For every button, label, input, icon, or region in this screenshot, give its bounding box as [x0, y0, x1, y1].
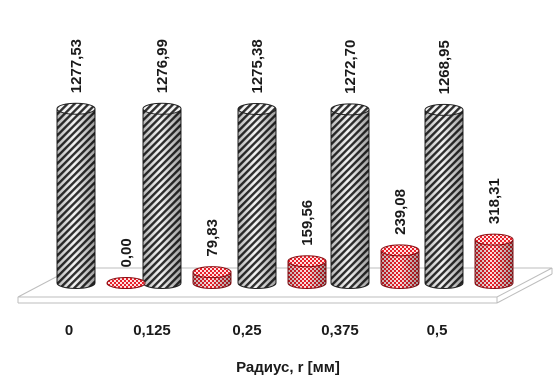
chart-floor: [17, 267, 553, 304]
data-label: 239,08: [392, 189, 409, 235]
bar: [56, 102, 96, 289]
data-label: 318,31: [486, 178, 503, 224]
bar: [424, 103, 464, 289]
bar: [106, 277, 146, 289]
bar: [330, 103, 370, 289]
bar: [380, 244, 420, 289]
data-label: 159,56: [299, 200, 316, 246]
x-tick-label: 0,375: [321, 322, 359, 339]
bar: [192, 266, 232, 289]
bar: [287, 255, 327, 289]
data-label: 1272,70: [342, 40, 359, 94]
bar: [237, 103, 277, 289]
bar: [142, 102, 182, 289]
x-tick-label: 0,25: [232, 322, 261, 339]
data-label: 1276,99: [154, 39, 171, 93]
data-label: 1277,53: [68, 39, 85, 93]
data-label: 1275,38: [249, 39, 266, 93]
x-tick-label: 0,125: [133, 322, 171, 339]
data-label: 0,00: [118, 238, 135, 267]
data-label: 79,83: [204, 219, 221, 257]
data-label: 1268,95: [436, 40, 453, 94]
x-axis-label: Радиус, r [мм]: [236, 359, 340, 376]
x-tick-label: 0,5: [427, 322, 448, 339]
bar: [474, 233, 514, 289]
x-tick-label: 0: [65, 322, 73, 339]
